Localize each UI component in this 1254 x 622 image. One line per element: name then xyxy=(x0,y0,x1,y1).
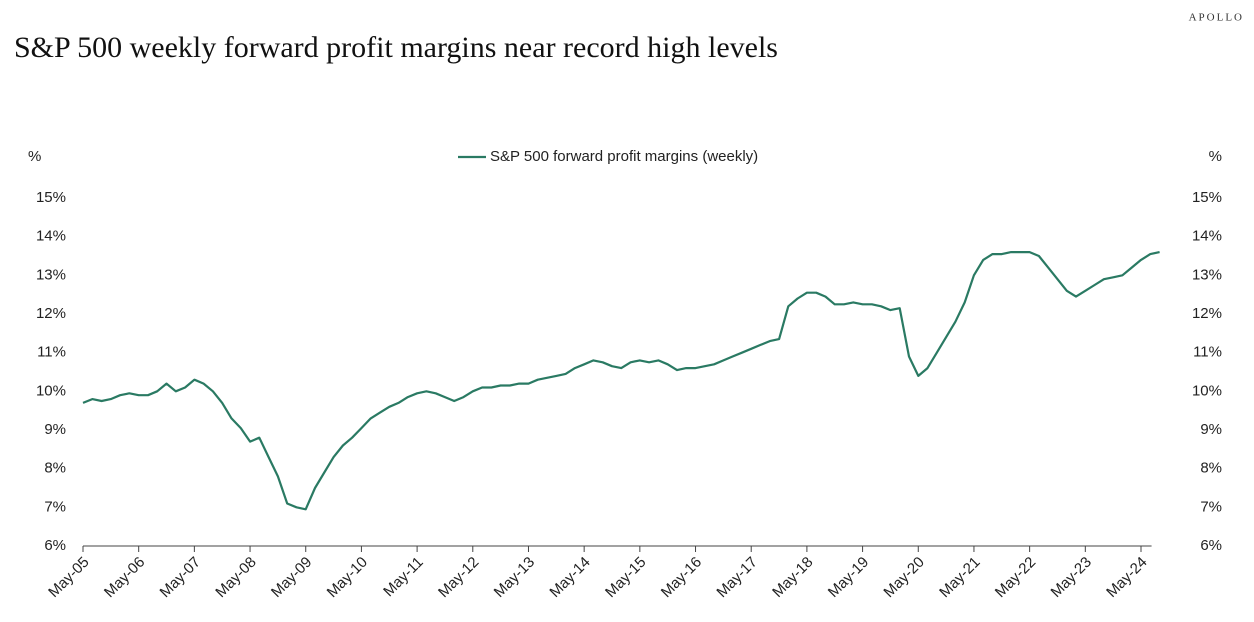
y2-tick-label: 7% xyxy=(1200,498,1222,515)
y2-tick-label: 15% xyxy=(1192,189,1222,206)
y2-axis-label: % xyxy=(1209,148,1222,165)
y2-tick-label: 6% xyxy=(1200,537,1222,554)
x-tick-label: May-11 xyxy=(380,554,427,601)
x-tick-label: May-13 xyxy=(491,554,538,601)
y-tick-label: 14% xyxy=(36,228,66,245)
x-tick-label: May-10 xyxy=(324,554,371,601)
y2-tick-label: 11% xyxy=(1193,344,1222,361)
x-tick-label: May-15 xyxy=(602,554,649,601)
x-tick-label: May-09 xyxy=(268,554,315,601)
y-tick-label: 10% xyxy=(36,382,66,399)
x-tick-label: May-14 xyxy=(546,554,593,601)
x-tick-label: May-20 xyxy=(880,554,927,601)
x-tick-label: May-12 xyxy=(435,554,482,601)
y-tick-label: 7% xyxy=(44,498,66,515)
y-tick-label: 6% xyxy=(44,537,66,554)
x-tick-label: May-16 xyxy=(658,554,705,601)
y2-tick-label: 13% xyxy=(1192,266,1222,283)
y2-tick-label: 14% xyxy=(1192,228,1222,245)
y-tick-label: 15% xyxy=(36,189,66,206)
x-tick-label: May-23 xyxy=(1048,554,1095,601)
y-axis-label: % xyxy=(28,148,41,165)
x-tick-label: May-05 xyxy=(45,554,92,601)
y-tick-label: 9% xyxy=(44,421,66,438)
x-tick-label: May-06 xyxy=(101,554,148,601)
brand: APOLLO xyxy=(1189,12,1244,24)
y2-tick-label: 8% xyxy=(1200,460,1222,477)
x-tick-label: May-22 xyxy=(992,554,1039,601)
y-tick-label: 13% xyxy=(36,266,66,283)
y2-tick-label: 9% xyxy=(1200,421,1222,438)
x-tick-label: May-17 xyxy=(713,554,760,601)
x-tick-label: May-18 xyxy=(769,554,816,601)
legend-label: S&P 500 forward profit margins (weekly) xyxy=(490,148,758,165)
y-tick-label: 8% xyxy=(44,460,66,477)
y-tick-label: 12% xyxy=(36,305,66,322)
y-tick-label: 11% xyxy=(37,344,66,361)
chart-title: S&P 500 weekly forward profit margins ne… xyxy=(14,31,778,64)
y2-tick-label: 12% xyxy=(1192,305,1222,322)
x-tick-label: May-24 xyxy=(1103,554,1150,601)
x-tick-label: May-07 xyxy=(157,554,204,601)
x-tick-label: May-21 xyxy=(936,554,983,601)
data-line xyxy=(82,251,1160,511)
x-tick-label: May-08 xyxy=(212,554,259,601)
y2-tick-label: 10% xyxy=(1192,382,1222,399)
x-tick-label: May-19 xyxy=(825,554,872,601)
